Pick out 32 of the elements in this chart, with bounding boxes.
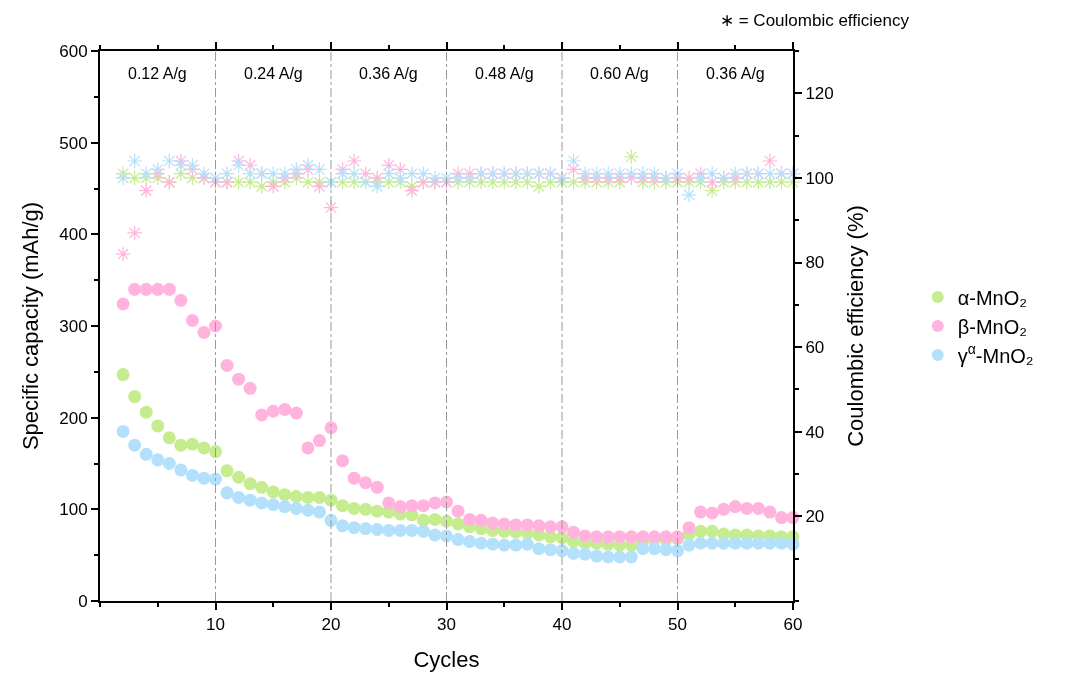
- y-axis-title: Specific capacity (mAh/g): [17, 201, 43, 451]
- x-tick-label: 30: [437, 615, 456, 635]
- x-tick-label: 40: [552, 615, 572, 635]
- y2-tick-label: 60: [805, 338, 825, 358]
- y-tick-label: 200: [59, 408, 88, 428]
- y2-tick-label: 100: [805, 168, 834, 188]
- annotation: 0.48 A/g: [475, 65, 534, 82]
- x-tick-label: 10: [206, 615, 225, 635]
- annotation: 0.36 A/g: [706, 65, 765, 82]
- y2-tick-label: 120: [805, 84, 834, 104]
- annotation: 0.60 A/g: [590, 65, 649, 82]
- y-tick-label: 500: [59, 133, 88, 153]
- annotation: 0.12 A/g: [128, 65, 187, 82]
- y2-tick-label: 40: [805, 422, 825, 442]
- y-tick-label: 0: [78, 591, 88, 611]
- text: ∗ = Coulombic efficiency: [720, 11, 910, 30]
- legend-label: α-MnO₂: [957, 286, 1028, 309]
- y-tick-label: 600: [59, 41, 88, 61]
- legend-label: β-MnO₂: [957, 315, 1028, 338]
- annotation: 0.36 A/g: [359, 65, 418, 82]
- annotation: 0.24 A/g: [244, 65, 303, 82]
- y-tick-label: 100: [59, 500, 88, 520]
- x-tick-label: 50: [668, 615, 687, 635]
- y-tick-label: 300: [59, 316, 88, 336]
- x-tick-label: 20: [321, 615, 341, 635]
- y-tick-label: 400: [59, 225, 88, 245]
- x-tick-label: 60: [783, 615, 803, 635]
- y2-axis-title: Coulombic efficiency (%): [843, 205, 869, 447]
- x-axis-title: Cycles: [413, 646, 480, 672]
- y2-tick-label: 20: [805, 507, 825, 527]
- legend-label: γ$^{α}$-MnO₂: [957, 341, 1034, 367]
- y2-tick-label: 80: [805, 253, 825, 273]
